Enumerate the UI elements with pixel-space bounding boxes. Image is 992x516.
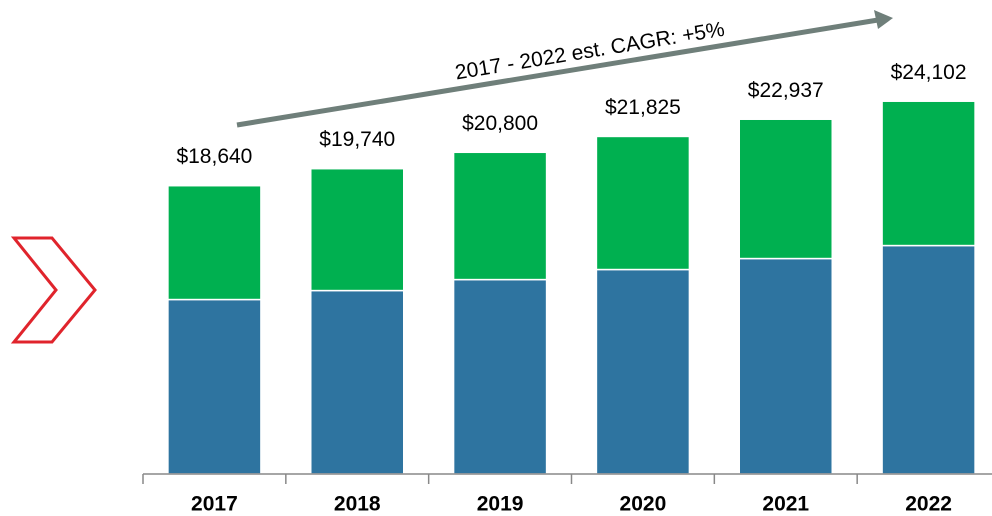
trend-arrow	[236, 17, 879, 128]
bar-segment	[595, 135, 691, 271]
bar-segment	[452, 278, 548, 475]
bar-segment	[881, 100, 976, 247]
bar-segment	[595, 268, 691, 475]
bar-segment	[167, 298, 262, 475]
x-tick-label: 2020	[620, 493, 667, 516]
x-tick-label: 2017	[191, 493, 238, 516]
bar-segment	[881, 244, 976, 475]
total-label: $22,937	[748, 79, 824, 102]
bar-segment	[167, 184, 262, 301]
x-tick-label: 2019	[477, 493, 524, 516]
total-label: $20,800	[462, 112, 538, 135]
x-tick-label: 2022	[905, 493, 952, 516]
bar-segment	[738, 257, 833, 475]
total-label: $18,640	[176, 145, 252, 168]
trend-arrow-head	[874, 10, 893, 29]
bar-segment	[738, 118, 833, 260]
total-label: $24,102	[891, 61, 967, 84]
bar-segment	[310, 167, 405, 292]
total-label: $21,825	[605, 96, 681, 119]
total-label: $19,740	[319, 128, 395, 151]
bar-segment	[310, 289, 405, 475]
x-tick-label: 2018	[334, 493, 381, 516]
chevron-icon	[10, 236, 97, 344]
x-tick-label: 2021	[762, 493, 809, 516]
bar-segment	[452, 151, 548, 281]
